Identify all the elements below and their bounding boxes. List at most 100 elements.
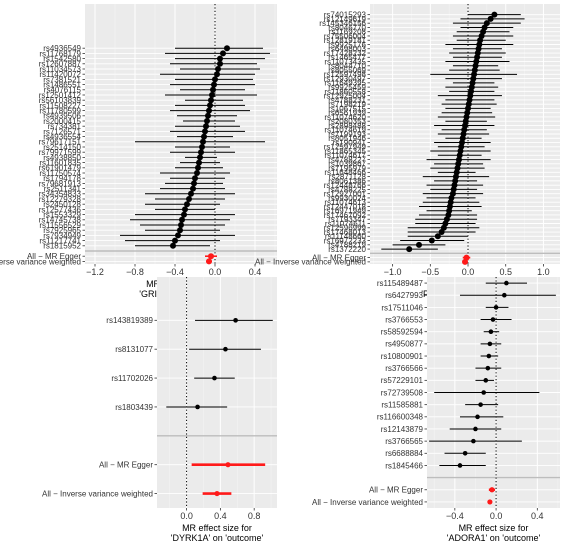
y-tick-label-rs9930024: rs9930024: [328, 194, 366, 203]
y-tick-label-rs8046770: rs8046770: [328, 23, 366, 32]
y-tick-label-rs11648466: rs11648466: [324, 168, 366, 177]
snp-point-rs2514150: [199, 144, 205, 150]
snp-point-rs4788219: [416, 241, 423, 248]
snp-point-rs115489487: [504, 280, 509, 286]
forest-panel-4: rs115489487 rs6427993 rs17511046 rs3766553 r…: [312, 277, 560, 543]
y-tick-label-rs1039867: rs1039867: [328, 160, 366, 169]
y-tick-label-rs58592594: rs58592594: [381, 328, 424, 337]
snp-point-rs4076115: [210, 86, 216, 93]
snp-point-rs11768179: [220, 50, 226, 57]
y-tick-label-rs11865345: rs11865345: [324, 147, 366, 156]
y-tick-label-rs7198219: rs7198219: [328, 100, 366, 109]
y-tick-label-rs9925459: rs9925459: [328, 83, 366, 92]
y-tick-label-rs12143879: rs12143879: [381, 425, 424, 434]
y-tick-label-rs4788219: rs4788219: [328, 241, 366, 250]
y-tick-label-rs34354833: rs34354833: [39, 190, 82, 199]
snp-point-rs74015293: [491, 11, 498, 18]
y-tick-label-rs4936549: rs4936549: [43, 44, 81, 53]
y-tick-label-rs11074620: rs11074620: [324, 113, 366, 122]
x-tick-label: −1.2: [86, 267, 104, 277]
y-tick-label-rs11073435: rs11073435: [324, 57, 366, 66]
snp-point-rs1553329: [181, 211, 187, 218]
snp-point-rs1803439: [195, 404, 200, 410]
x-axis-title-line-1: MR effect size for: [459, 523, 529, 533]
y-tick-label-rs7199193: rs7199193: [328, 130, 366, 139]
x-tick-label: 0.0: [180, 511, 193, 521]
snp-point-rs4936549: [224, 45, 230, 52]
y-tick-label-rs7195979: rs7195979: [328, 164, 366, 173]
y-tick-label-rs8055069: rs8055069: [328, 66, 366, 75]
snp-point-rs11508227: [207, 102, 213, 109]
y-tick-label-rs7934949: rs7934949: [43, 231, 81, 240]
y-tick-label-rs4788231: rs4788231: [328, 96, 366, 105]
y-tick-label-rs7381521: rs7381521: [43, 75, 81, 84]
summary-point-all-mr-egger: [225, 462, 231, 468]
y-tick-label-rs7193347: rs7193347: [328, 215, 366, 224]
snp-point-rs8131077: [223, 346, 228, 352]
y-tick-label-rs145346156: rs145346156: [319, 19, 366, 28]
summary-point-all-inverse-variance-weighted: [487, 499, 493, 505]
summary-point-all-inverse-variance-weighted: [214, 490, 220, 497]
snp-point-rs11601835: [196, 159, 202, 166]
y-tick-label-rs11780599: rs11780599: [39, 106, 81, 115]
y-tick-label-rs75506004: rs75506004: [324, 32, 367, 41]
snp-point-rs2450128: [184, 201, 190, 208]
y-tick-label-rs2511341: rs2511341: [44, 184, 82, 193]
y-tick-label-rs11074613: rs11074613: [324, 198, 366, 207]
y-tick-label-rs3766566: rs3766566: [385, 364, 423, 373]
snp-point-rs4939506: [205, 112, 211, 119]
y-tick-label-rs6688884: rs6688884: [385, 449, 423, 458]
snp-point-rs14745738: [179, 216, 185, 223]
y-tick-label-rs1542580: rs1542580: [43, 54, 81, 63]
x-tick-label: 0.4: [531, 511, 544, 521]
x-tick-label: 0.8: [248, 511, 261, 521]
y-tick-label-rs1067515: rs1067515: [328, 104, 366, 113]
y-tick-label-rs4936554: rs4936554: [43, 132, 81, 141]
snp-point-rs1486551: [211, 81, 217, 88]
y-tick-label-rs12930497: rs12930497: [324, 74, 367, 83]
y-tick-label-all-inverse-variance-weighted: All − Inverse variance weighted: [0, 257, 81, 266]
y-tick-label-rs12577436: rs12577436: [39, 205, 82, 214]
y-tick-label-rs9925176: rs9925176: [328, 40, 366, 49]
y-tick-label-rs11148660: rs11148660: [325, 232, 367, 241]
y-tick-label-rs734381: rs734381: [48, 122, 82, 131]
y-tick-label-rs1794178: rs1794178: [43, 174, 81, 183]
y-tick-label-rs1815952: rs1815952: [43, 242, 81, 251]
snp-point-rs3766565: [471, 438, 476, 444]
y-tick-label-rs4950877: rs4950877: [385, 340, 423, 349]
snp-point-rs17511046: [493, 305, 499, 310]
y-tick-label-rs2514150: rs2514150: [43, 143, 81, 152]
snp-point-rs7925965: [177, 227, 183, 234]
y-tick-label-rs72739508: rs72739508: [381, 388, 424, 397]
snp-point-rs10800901: [486, 353, 492, 359]
y-tick-label-rs6561939: rs6561939: [328, 109, 366, 118]
x-axis-title-line-1: MR effect size for: [182, 523, 252, 533]
snp-point-rs12149619: [487, 15, 494, 22]
snp-point-rs11034573: [215, 66, 221, 72]
y-tick-label-rs1465477: rs1465477: [328, 53, 366, 62]
snp-point-rs1794178: [192, 175, 198, 182]
y-tick-label-rs12597498: rs12597498: [324, 70, 367, 79]
snp-point-rs12501412: [209, 92, 215, 98]
y-tick-label-rs3766553: rs3766553: [385, 315, 423, 324]
snp-point-rs11556529: [178, 222, 184, 228]
y-tick-label-rs7925965: rs7925965: [43, 226, 81, 235]
y-tick-label-rs79617151: rs79617151: [39, 138, 82, 147]
y-tick-label-rs79971599: rs79971599: [39, 148, 82, 157]
y-tick-label-rs12927001: rs12927001: [324, 190, 367, 199]
y-tick-label-all-mr-egger: All − MR Egger: [99, 461, 153, 470]
y-tick-label-rs4788225: rs4788225: [328, 185, 366, 194]
y-tick-label-rs4939506: rs4939506: [43, 112, 81, 121]
y-tick-label-rs8061386: rs8061386: [328, 177, 366, 186]
y-tick-label-rs4788227: rs4788227: [328, 155, 366, 164]
y-tick-label-rs11074611: rs11074611: [325, 219, 367, 228]
y-tick-label-rs1372220: rs1372220: [328, 245, 366, 254]
snp-point-rs17468013: [438, 229, 445, 236]
snp-point-rs4950877: [487, 341, 493, 347]
y-tick-label-all-inverse-variance-weighted: All − Inverse variance weighted: [255, 258, 366, 267]
x-tick-label: 0.4: [249, 267, 262, 277]
snp-point-rs11217741: [172, 237, 178, 244]
y-tick-label-rs11702026: rs11702026: [111, 374, 153, 383]
snp-point-rs11750574: [194, 170, 200, 176]
y-tick-label-rs11508227: rs11508227: [39, 101, 81, 110]
